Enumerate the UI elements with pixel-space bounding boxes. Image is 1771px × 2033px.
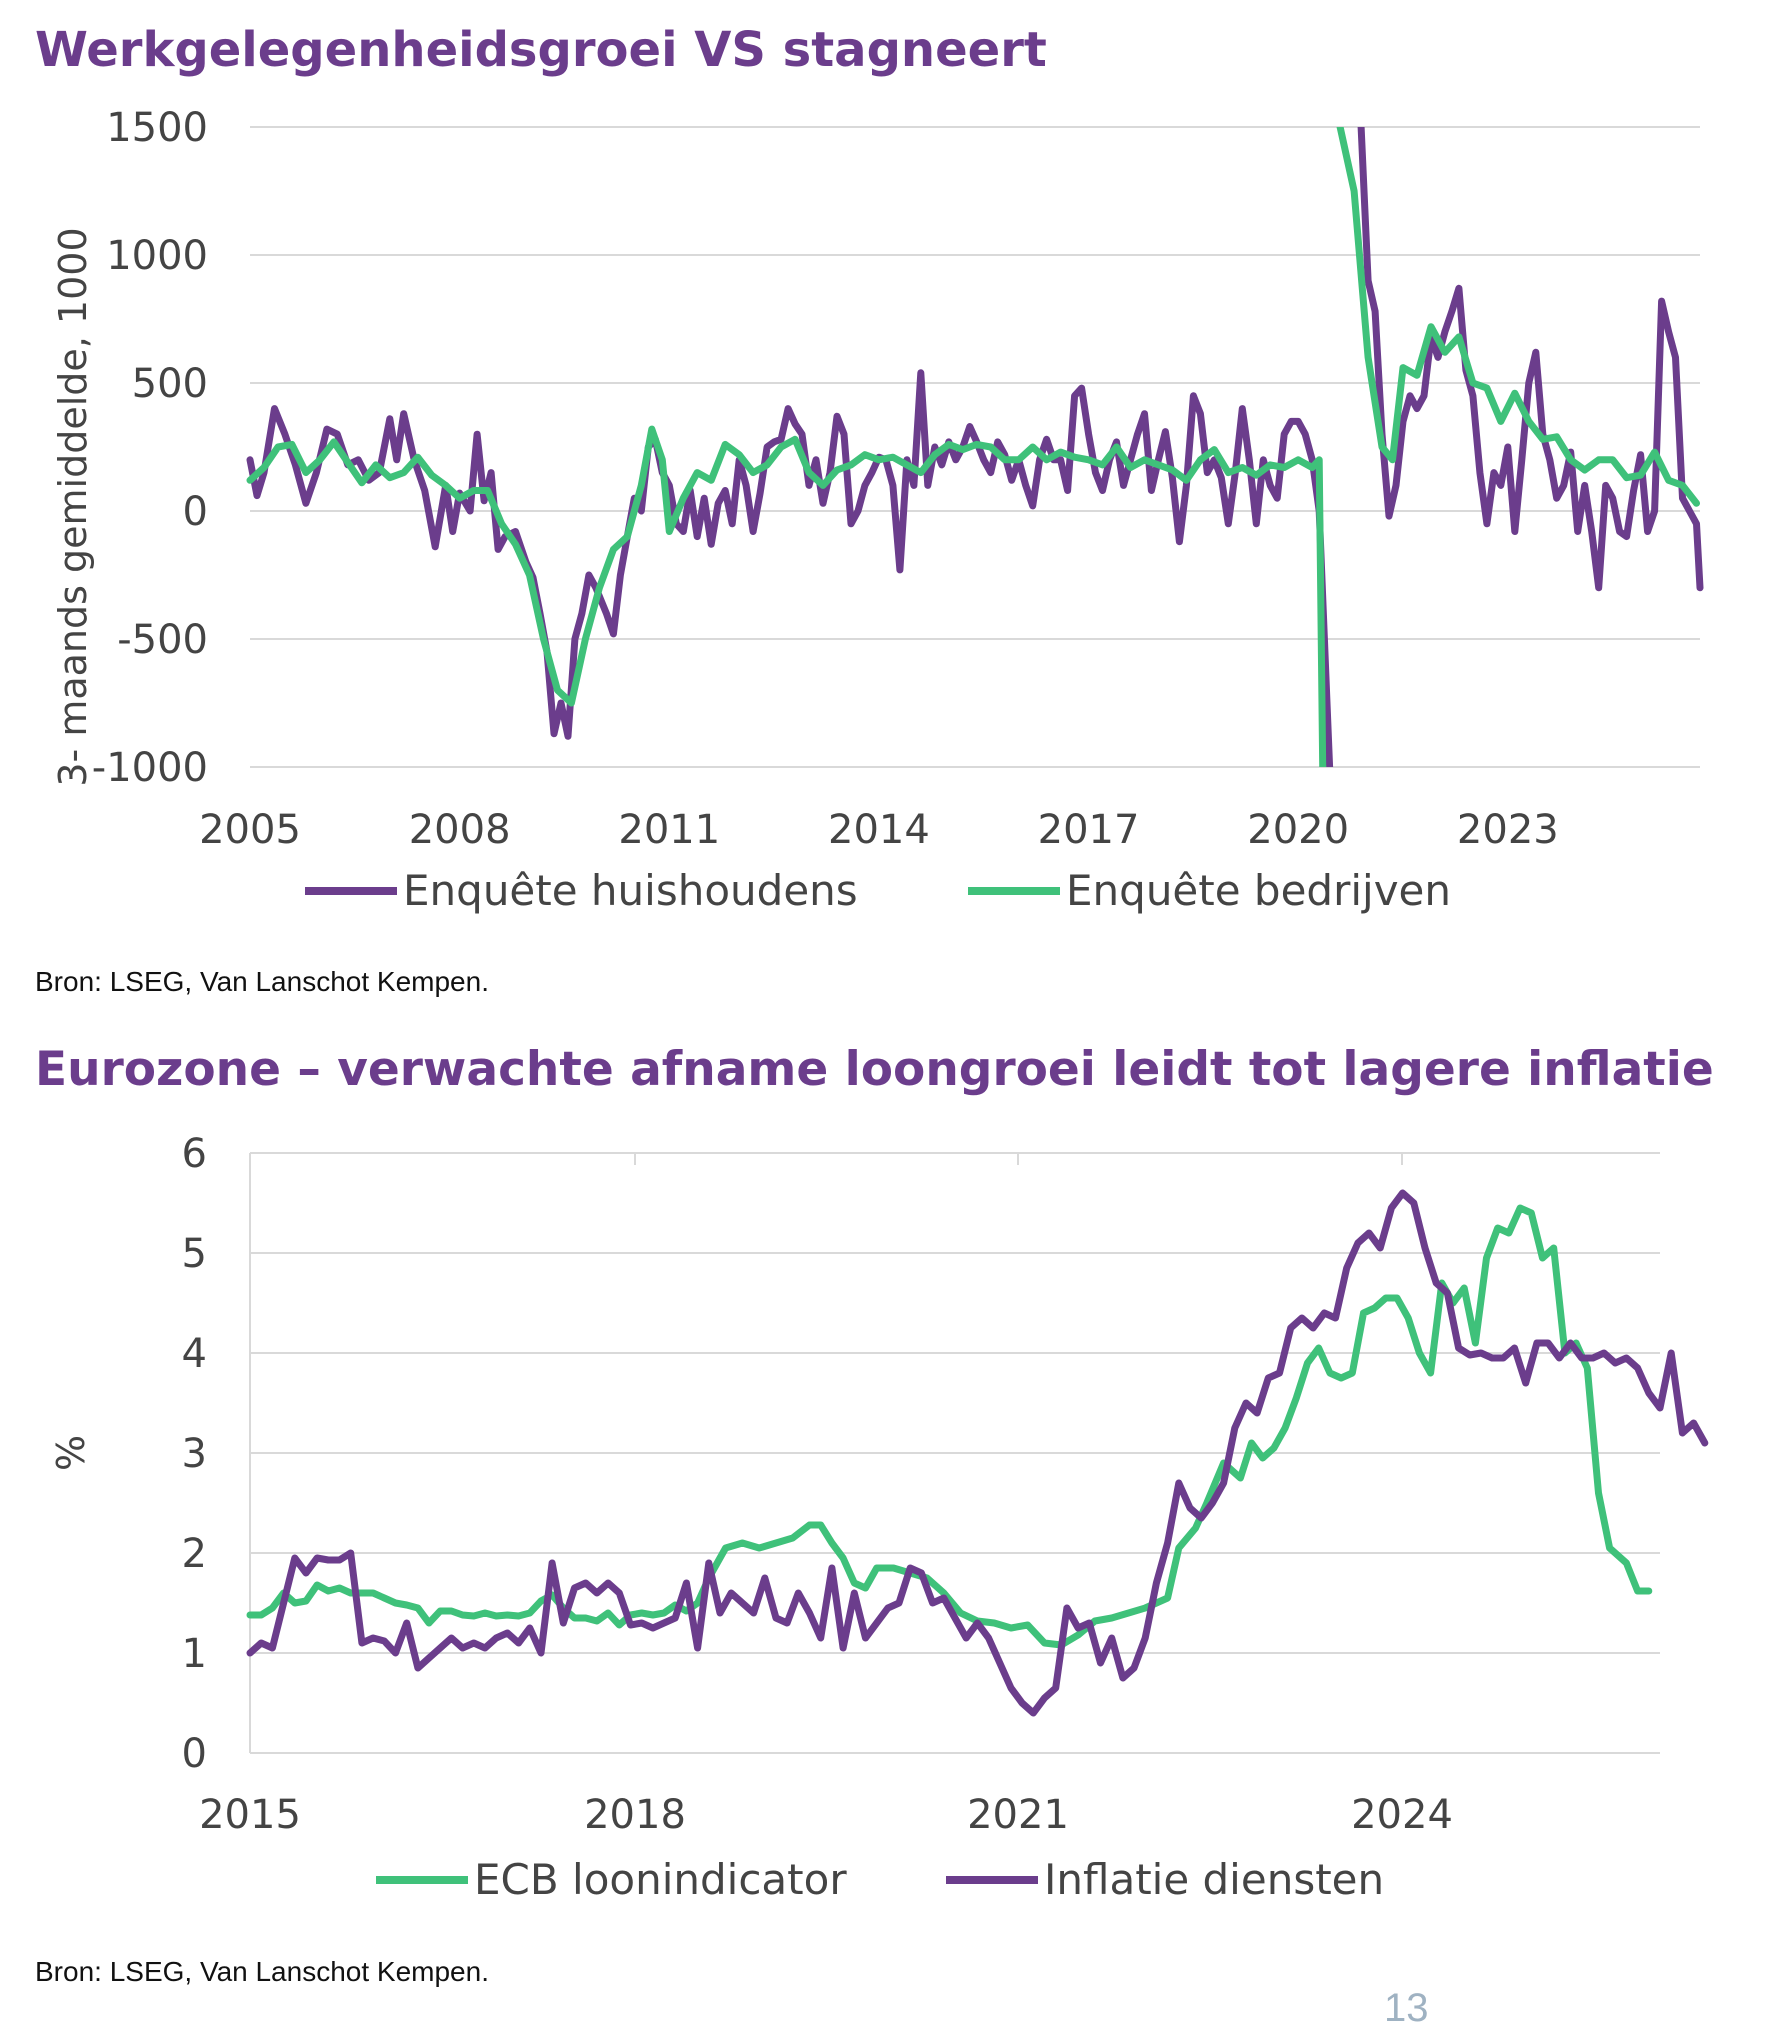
chart1-source: Bron: LSEG, Van Lanschot Kempen.: [35, 966, 489, 997]
x-tick-label: 2018: [584, 1792, 686, 1838]
y-tick-label: -1000: [92, 745, 208, 791]
x-tick-label: 2005: [199, 807, 301, 853]
y-tick-label: 1: [182, 1631, 207, 1677]
legend-label-households: Enquête huishoudens: [403, 866, 858, 915]
legend-label-businesses: Enquête bedrijven: [1066, 866, 1451, 915]
x-tick-label: 2021: [967, 1792, 1069, 1838]
page-number: 13: [1384, 1986, 1429, 2030]
series-line-households-cont: [1357, 127, 1704, 592]
y-tick-label: 5: [182, 1231, 207, 1277]
chart1-title: Werkgelegenheidsgroei VS stagneert: [35, 22, 1047, 78]
chart2-source: Bron: LSEG, Van Lanschot Kempen.: [35, 1956, 489, 1987]
series-line-services-inflation: [246, 1189, 1709, 1717]
legend-label-ecb-wage: ECB loonindicator: [474, 1855, 847, 1904]
series-line-ecb-wage: [246, 1204, 1653, 1649]
legend-label-services-inflation: Inflatie diensten: [1044, 1855, 1384, 1904]
y-tick-label: 1500: [106, 105, 208, 151]
series-line-businesses-cont: [1336, 127, 1700, 507]
series-line-households: [246, 369, 1334, 767]
y-tick-label: 0: [182, 1731, 207, 1777]
y-tick-label: 1000: [106, 233, 208, 279]
x-tick-label: 2008: [409, 807, 511, 853]
x-tick-label: 2017: [1038, 807, 1140, 853]
y-tick-label: -500: [117, 617, 208, 663]
x-tick-label: 2011: [618, 807, 720, 853]
y-axis-label: %: [49, 1435, 93, 1471]
y-tick-label: 3: [182, 1431, 207, 1477]
x-tick-label: 2023: [1457, 807, 1559, 853]
y-tick-label: 2: [182, 1531, 207, 1577]
x-tick-label: 2014: [828, 807, 930, 853]
y-axis-label: 3- maands gemiddelde, 1000: [51, 227, 95, 786]
x-tick-label: 2024: [1351, 1792, 1453, 1838]
y-tick-label: 500: [132, 361, 208, 407]
series-line-businesses: [246, 425, 1327, 767]
x-tick-label: 2015: [199, 1792, 301, 1838]
y-tick-label: 0: [183, 489, 208, 535]
chart2-title: Eurozone – verwachte afname loongroei le…: [35, 1042, 1714, 1097]
y-tick-label: 4: [182, 1331, 207, 1377]
y-tick-label: 6: [182, 1131, 207, 1177]
x-tick-label: 2020: [1247, 807, 1349, 853]
